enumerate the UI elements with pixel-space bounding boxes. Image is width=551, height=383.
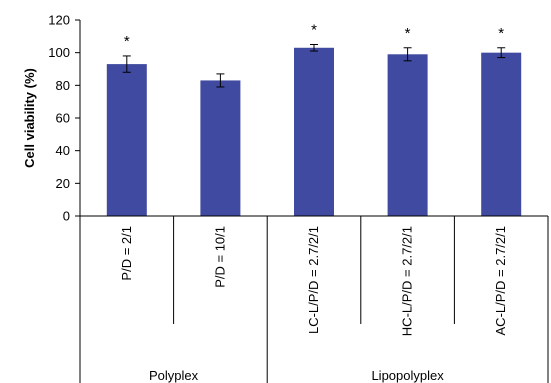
- axes: [79, 20, 549, 383]
- bar: [481, 52, 522, 216]
- category-label: P/D = 2/1: [119, 226, 134, 281]
- category-label: P/D = 10/1: [212, 226, 227, 288]
- category-label: LC-L/P/D = 2.7/2/1: [306, 226, 321, 334]
- category-label: AC-L/P/D = 2.7/2/1: [493, 226, 508, 335]
- group-labels: Polyplex Lipopolyplex: [149, 368, 444, 383]
- bar: [200, 80, 241, 216]
- y-tick-label: 120: [48, 13, 70, 28]
- y-axis-title: Cell viability (%): [22, 68, 37, 168]
- y-tick-label: 20: [56, 176, 70, 191]
- y-tick-label: 80: [56, 78, 70, 93]
- significance-markers: * * * *: [124, 22, 504, 50]
- bar: [387, 54, 428, 216]
- y-tick-label: 60: [56, 111, 70, 126]
- y-tick-label: 40: [56, 143, 70, 158]
- y-tick-label: 100: [48, 45, 70, 60]
- significance-star: *: [405, 25, 411, 42]
- significance-star: *: [311, 22, 317, 39]
- bar: [106, 64, 147, 216]
- category-labels: P/D = 2/1 P/D = 10/1 LC-L/P/D = 2.7/2/1 HC-…: [119, 226, 508, 336]
- y-axis-ticks: 0 20 40 60 80 100 120: [48, 13, 80, 224]
- group-label: Lipopolyplex: [371, 368, 444, 383]
- y-tick-label: 0: [63, 209, 70, 224]
- significance-star: *: [498, 25, 504, 42]
- bar: [294, 47, 334, 217]
- significance-star: *: [124, 33, 130, 50]
- error-bars: [122, 44, 506, 88]
- group-label: Polyplex: [149, 368, 199, 383]
- category-label: HC-L/P/D = 2.7/2/1: [400, 226, 415, 336]
- bars: [106, 47, 522, 217]
